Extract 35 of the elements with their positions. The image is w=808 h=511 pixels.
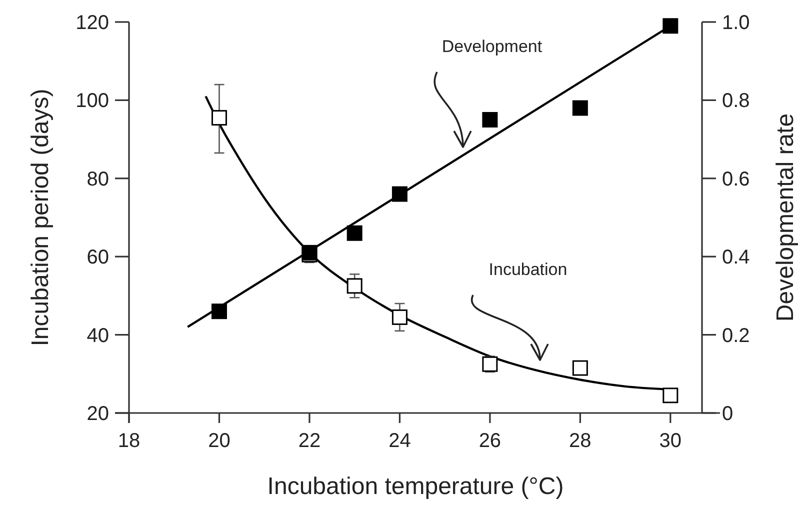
y2-tick-label: 0 xyxy=(722,403,734,425)
x-axis-title: Incubation temperature (°C) xyxy=(267,473,564,500)
point xyxy=(572,360,588,376)
y-tick-label: 60 xyxy=(86,246,109,269)
point xyxy=(211,110,227,126)
x-tick-label: 30 xyxy=(659,430,682,452)
x-tick-label: 20 xyxy=(208,430,230,452)
point xyxy=(346,278,362,294)
point xyxy=(572,100,588,116)
x-tick-label: 26 xyxy=(478,430,502,452)
y2-tick-label: 0.8 xyxy=(722,90,750,112)
annotation: Development xyxy=(442,37,542,56)
x-tick-label: 28 xyxy=(569,430,592,452)
y-axis-title: Incubation period (days) xyxy=(27,88,54,346)
y2-tick-label: 0.4 xyxy=(722,246,750,269)
point xyxy=(346,225,362,241)
y2-axis-title: Developmental rate xyxy=(772,113,799,322)
x-tick-label: 18 xyxy=(118,430,140,452)
y-tick-label: 40 xyxy=(86,324,109,347)
y2-tick-label: 0.6 xyxy=(722,168,750,190)
x-tick-label: 24 xyxy=(388,430,411,452)
y-tick-label: 100 xyxy=(76,90,109,112)
x-tick-label: 22 xyxy=(298,430,321,452)
point xyxy=(662,388,678,404)
point xyxy=(662,18,678,34)
point xyxy=(392,309,408,325)
y-tick-label: 80 xyxy=(86,168,109,190)
y2-tick-label: 0.2 xyxy=(722,324,750,347)
point xyxy=(482,112,498,128)
point xyxy=(392,186,408,202)
annotation: Incubation xyxy=(488,260,568,279)
y2-tick-label: 1.0 xyxy=(722,12,750,34)
point xyxy=(211,304,227,320)
y-tick-label: 120 xyxy=(76,12,109,34)
y-tick-label: 20 xyxy=(86,403,109,425)
